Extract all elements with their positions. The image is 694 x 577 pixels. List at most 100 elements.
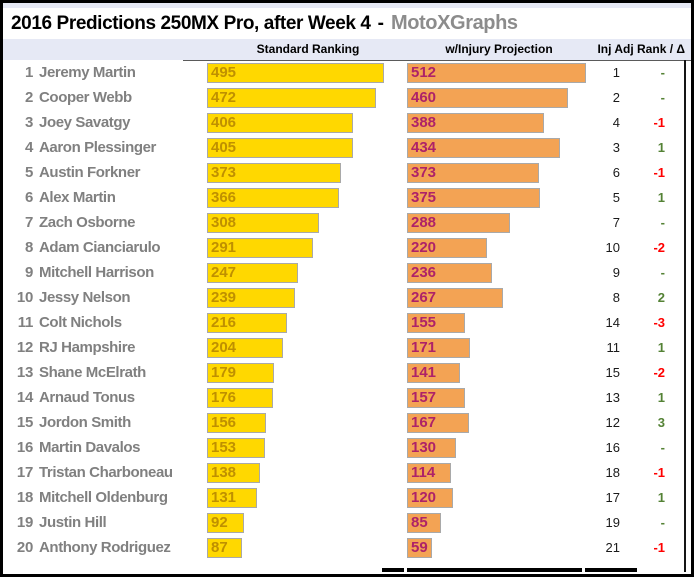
standard-ranking-bar: 373 [207,162,341,183]
standard-bar-cell: 308 [207,210,407,235]
injury-bar-cell: 267 [407,285,589,310]
rider-rank: 16 [16,439,33,456]
rider-name: Anthony Rodriguez [39,539,171,556]
rank-delta: -1 [653,465,665,480]
rider-rank: 19 [16,514,33,531]
standard-ranking-bar: 495 [207,62,384,83]
inj-adj-rank: 3 [612,140,620,155]
standard-ranking-bar: 247 [207,262,298,283]
inj-adj-rank: 9 [612,265,620,280]
rank-delta: -3 [653,315,665,330]
rank-delta: 2 [657,290,665,305]
brand-title: MotoXGraphs [390,12,518,34]
injury-bar-cell: 512 [407,60,589,85]
standard-bar-cell: 247 [207,260,407,285]
injury-bar-cell: 434 [407,135,589,160]
rider-name: Mitchell Oldenburg [39,489,168,506]
rank-delta: - [660,440,665,455]
standard-ranking-bar: 406 [207,112,353,133]
standard-ranking-bar: 216 [207,312,287,333]
axis-line-right [585,568,637,572]
standard-ranking-bar: 176 [207,387,273,408]
standard-bar-cell: 216 [207,310,407,335]
right-gridline [684,60,686,572]
rider-name: Adam Cianciarulo [39,239,161,256]
injury-bar-cell: 220 [407,235,589,260]
table-row: 7 Zach Osborne 308 288 7 - [3,210,691,235]
injury-bar-cell: 460 [407,85,589,110]
injury-bar-cell: 171 [407,335,589,360]
standard-bar-cell: 472 [207,85,407,110]
inj-adj-rank: 12 [605,415,620,430]
rider-name: Zach Osborne [39,214,136,231]
injury-bar-cell: 167 [407,410,589,435]
standard-ranking-bar: 472 [207,87,376,108]
injury-bar-cell: 85 [407,510,589,535]
title-separator: - [377,12,384,34]
title-bar: 2016 Predictions 250MX Pro, after Week 4… [3,8,691,39]
inj-adj-rank: 17 [605,490,620,505]
col-header-adj-rank-delta: Inj Adj Rank / Δ [597,42,685,56]
standard-bar-cell: 406 [207,110,407,135]
standard-ranking-bar: 204 [207,337,283,358]
injury-projection-bar: 288 [407,212,510,233]
injury-projection-bar: 120 [407,487,453,508]
inj-adj-rank: 6 [612,165,620,180]
inj-adj-rank: 10 [605,240,620,255]
injury-projection-bar: 434 [407,137,560,158]
inj-adj-rank: 19 [605,515,620,530]
injury-projection-bar: 220 [407,237,487,258]
injury-bar-cell: 375 [407,185,589,210]
injury-bar-cell: 373 [407,160,589,185]
table-row: 1 Jeremy Martin 495 512 1 - [3,60,691,85]
table-row: 6 Alex Martin 366 375 5 1 [3,185,691,210]
standard-ranking-bar: 138 [207,462,260,483]
table-row: 12 RJ Hampshire 204 171 11 1 [3,335,691,360]
inj-adj-rank: 18 [605,465,620,480]
rider-name: Martin Davalos [39,439,141,456]
standard-bar-cell: 153 [207,435,407,460]
injury-projection-bar: 460 [407,87,568,108]
standard-bar-cell: 176 [207,385,407,410]
rider-rank: 4 [24,139,33,156]
table-row: 11 Colt Nichols 216 155 14 -3 [3,310,691,335]
rider-name: Colt Nichols [39,314,122,331]
injury-bar-cell: 120 [407,485,589,510]
rank-delta: - [660,265,665,280]
rider-name: Aaron Plessinger [39,139,156,156]
standard-ranking-bar: 87 [207,537,242,558]
rider-rank: 9 [24,264,33,281]
injury-projection-bar: 267 [407,287,503,308]
standard-ranking-bar: 179 [207,362,274,383]
rank-delta: 3 [657,415,665,430]
axis-line-left [382,568,404,572]
rider-rank: 11 [17,314,34,331]
col-header-standard-ranking: Standard Ranking [256,42,360,56]
standard-ranking-bar: 239 [207,287,295,308]
inj-adj-rank: 14 [605,315,620,330]
standard-bar-cell: 138 [207,460,407,485]
rider-rank: 10 [16,289,33,306]
standard-ranking-bar: 156 [207,412,266,433]
injury-projection-bar: 59 [407,537,432,558]
standard-bar-cell: 204 [207,335,407,360]
rider-name: Cooper Webb [39,89,132,106]
standard-bar-cell: 366 [207,185,407,210]
standard-bar-cell: 131 [207,485,407,510]
injury-projection-bar: 167 [407,412,469,433]
standard-ranking-bar: 405 [207,137,353,158]
rank-delta: 1 [657,340,665,355]
rider-rank: 1 [24,64,33,81]
table-row: 16 Martin Davalos 153 130 16 - [3,435,691,460]
top-strip [3,3,691,8]
rider-name: Austin Forkner [39,164,141,181]
rank-delta: 1 [657,190,665,205]
standard-ranking-bar: 92 [207,512,244,533]
inj-adj-rank: 2 [612,90,620,105]
rider-name: Justin Hill [39,514,107,531]
injury-bar-cell: 288 [407,210,589,235]
rider-rank: 15 [16,414,33,431]
standard-bar-cell: 87 [207,535,407,560]
injury-projection-bar: 236 [407,262,492,283]
